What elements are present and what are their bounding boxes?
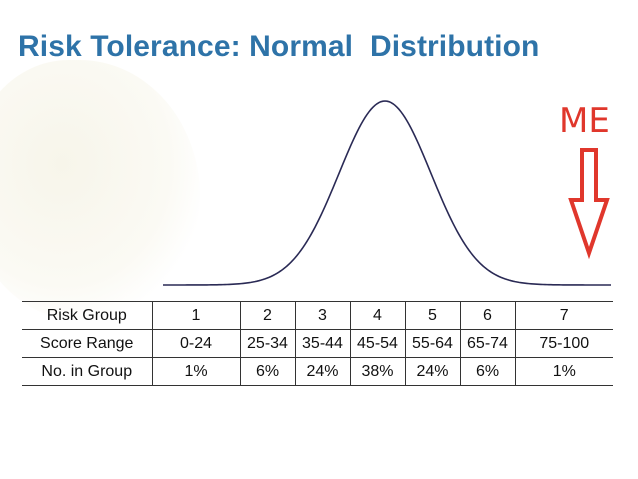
table-row: Risk Group 1 2 3 4 5 6 7 (22, 301, 613, 330)
table-cell: 6% (459, 357, 516, 386)
table-cell: 55-64 (404, 329, 461, 358)
down-arrow-icon (568, 148, 610, 260)
table-cell: 65-74 (459, 329, 516, 358)
table-cell: 5 (404, 301, 461, 330)
table-row: No. in Group 1% 6% 24% 38% 24% 6% 1% (22, 357, 613, 386)
table-cell: 45-54 (349, 329, 406, 358)
table-cell: 7 (514, 301, 613, 330)
table-row: Score Range 0-24 25-34 35-44 45-54 55-64 65-74… (22, 329, 613, 358)
table-cell: 6 (459, 301, 516, 330)
table-cell: 4 (349, 301, 406, 330)
page-title: Risk Tolerance: Normal Distribution (18, 30, 540, 63)
risk-group-table: Risk Group 1 2 3 4 5 6 7 Score Range 0-24 25-34 35-… (22, 301, 613, 386)
normal-distribution-curve (163, 100, 611, 286)
table-cell: 75-100 (514, 329, 613, 358)
table-cell: 0-24 (151, 329, 241, 358)
table-cell: 1 (151, 301, 241, 330)
background-watermark (0, 60, 200, 320)
table-cell: 1% (151, 357, 241, 386)
table-cell: 38% (349, 357, 406, 386)
row-label: Score Range (22, 329, 153, 358)
table-cell: 2 (239, 301, 296, 330)
row-label: Risk Group (22, 301, 153, 330)
table-cell: 25-34 (239, 329, 296, 358)
me-label: ME (559, 101, 610, 141)
row-label: No. in Group (22, 357, 153, 386)
table-cell: 1% (514, 357, 613, 386)
table-cell: 35-44 (294, 329, 351, 358)
table-cell: 6% (239, 357, 296, 386)
table-cell: 24% (404, 357, 461, 386)
table-cell: 3 (294, 301, 351, 330)
table-cell: 24% (294, 357, 351, 386)
